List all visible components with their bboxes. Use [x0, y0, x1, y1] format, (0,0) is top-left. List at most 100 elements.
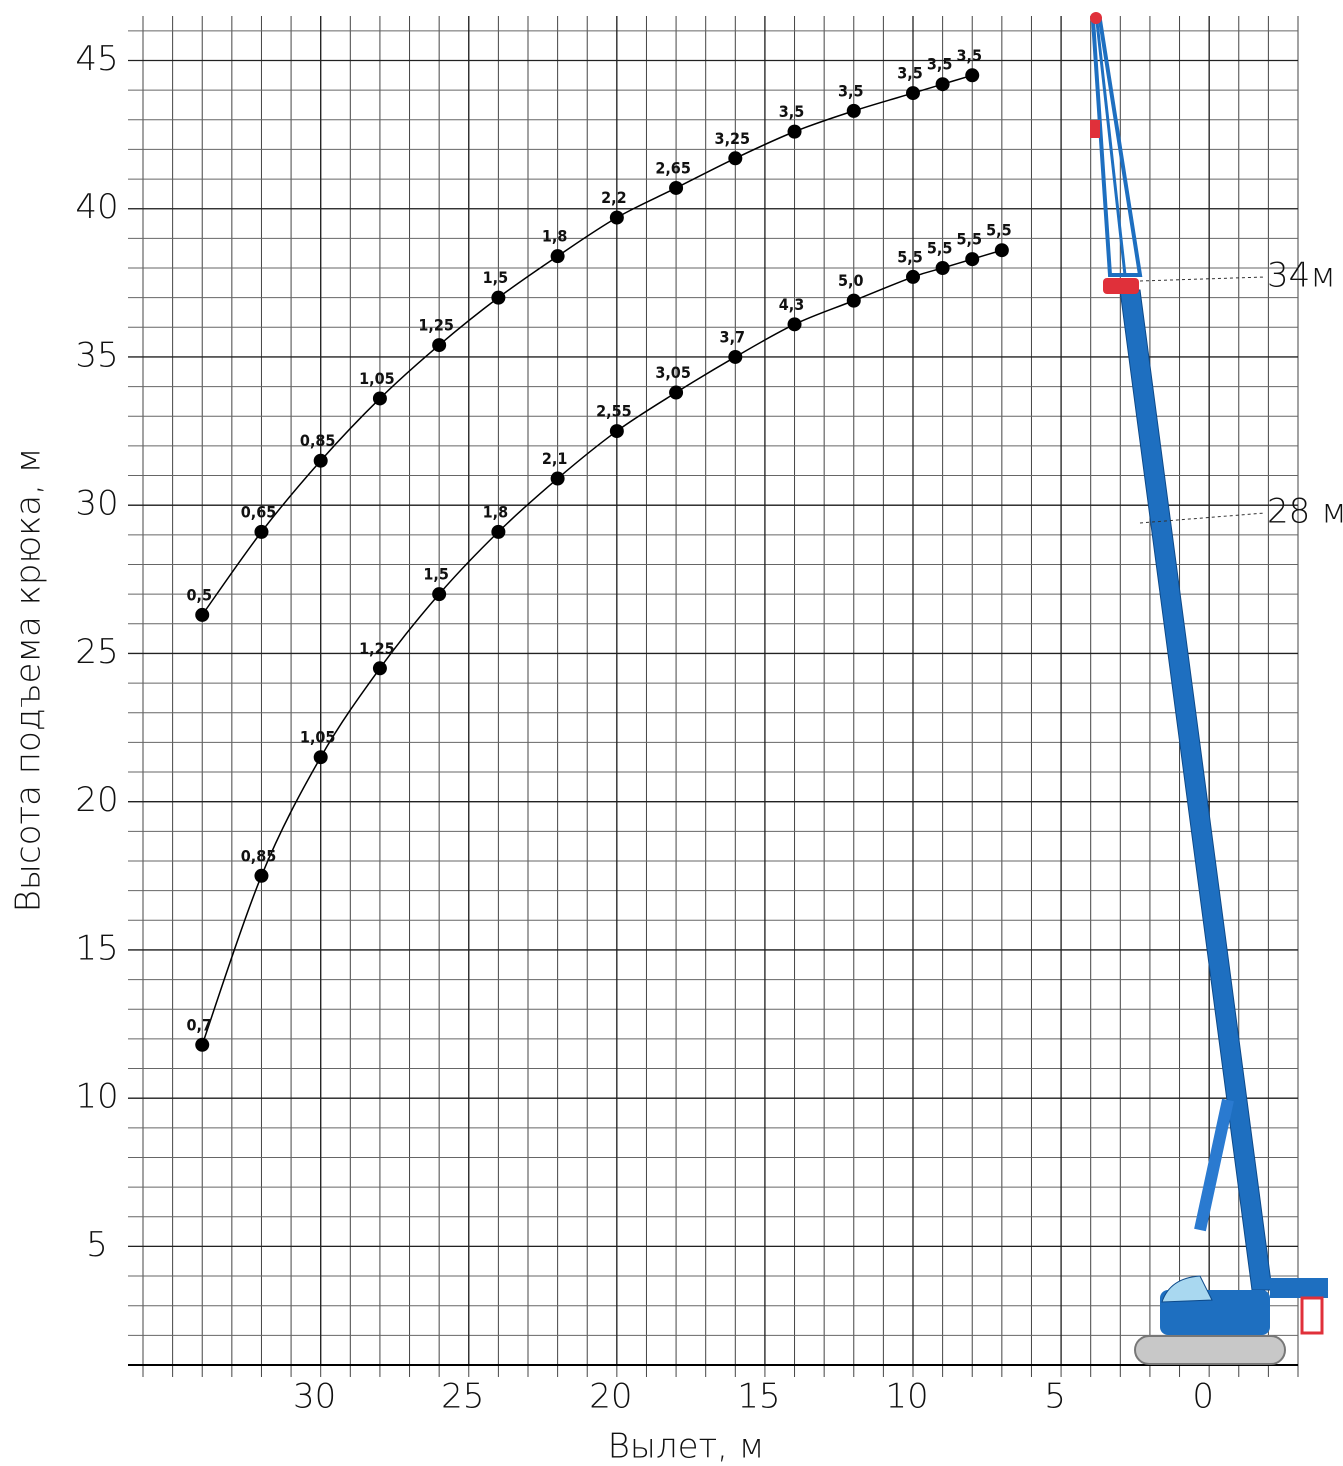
data-point — [935, 261, 950, 276]
point-label: 1,8 — [542, 227, 568, 246]
point-label: 3,05 — [655, 363, 691, 382]
point-label: 1,25 — [359, 639, 395, 658]
y-tick-label: 35 — [75, 335, 118, 375]
data-point — [550, 249, 565, 264]
point-label: 5,5 — [927, 239, 953, 258]
point-label: 2,65 — [655, 158, 691, 177]
y-tick-label: 45 — [75, 39, 118, 79]
y-tick-label: 10 — [75, 1077, 118, 1117]
plot: 0,50,650,851,051,251,51,82,22,653,253,53… — [186, 46, 1343, 1052]
data-point — [965, 252, 980, 267]
data-point — [195, 607, 210, 622]
point-label: 1,5 — [423, 565, 449, 584]
data-point — [935, 77, 950, 92]
y-tick-label: 15 — [75, 928, 118, 968]
point-label: 3,25 — [715, 129, 751, 148]
x-tick-label: 5 — [1044, 1377, 1066, 1417]
data-point — [432, 338, 447, 353]
data-point — [669, 180, 684, 195]
data-point — [728, 349, 743, 364]
point-label: 2,2 — [601, 188, 627, 207]
series-label: 34м — [1267, 256, 1336, 296]
jib-lattice — [1095, 21, 1127, 276]
y-tick-label: 5 — [86, 1225, 108, 1265]
data-point — [669, 385, 684, 400]
grid — [128, 16, 1299, 1377]
y-axis-title: Высота подъема крюка, м — [9, 448, 49, 913]
data-point — [372, 661, 387, 676]
data-point — [965, 68, 980, 83]
point-label: 3,5 — [897, 64, 923, 83]
data-point — [254, 868, 269, 883]
data-point — [846, 293, 861, 308]
y-tick-label: 20 — [75, 780, 118, 820]
point-label: 1,05 — [359, 369, 395, 388]
point-label: 2,1 — [542, 449, 568, 468]
point-label: 0,65 — [241, 502, 277, 521]
point-label: 3,5 — [927, 55, 953, 74]
data-point — [254, 524, 269, 539]
point-label: 3,5 — [956, 46, 982, 65]
x-tick-label: 10 — [885, 1377, 928, 1417]
point-label: 1,25 — [418, 316, 454, 335]
y-tick-label: 40 — [75, 187, 118, 227]
data-point — [195, 1037, 210, 1052]
y-tick-label: 30 — [75, 484, 118, 524]
series-line — [201, 249, 1003, 1046]
data-point — [432, 587, 447, 602]
point-label: 1,8 — [483, 502, 509, 521]
y-tick-label: 25 — [75, 632, 118, 672]
point-label: 5,0 — [838, 271, 864, 290]
data-point — [906, 86, 920, 101]
counterweight — [1270, 1278, 1328, 1298]
data-point — [609, 210, 624, 225]
x-tick-label: 20 — [589, 1377, 632, 1417]
data-point — [728, 151, 743, 166]
x-tick-label: 25 — [441, 1377, 484, 1417]
point-label: 3,5 — [838, 81, 864, 100]
boom-cylinder — [1194, 1098, 1234, 1232]
series-label: 28 м — [1267, 492, 1343, 532]
point-label: 0,5 — [186, 585, 212, 604]
data-point — [372, 391, 387, 406]
point-label: 5,5 — [897, 247, 923, 266]
point-label: 3,7 — [720, 327, 746, 346]
point-label: 1,5 — [483, 268, 509, 287]
x-axis-title: Вылет, м — [608, 1427, 765, 1466]
outrigger — [1300, 1296, 1324, 1335]
data-point — [491, 524, 506, 539]
boom — [1119, 289, 1273, 1291]
data-point — [787, 317, 802, 332]
cab-window — [1161, 1275, 1213, 1303]
point-label: 0,7 — [186, 1015, 212, 1034]
x-tick-label: 15 — [737, 1377, 780, 1417]
point-label: 5,5 — [956, 230, 982, 249]
jib-head — [1090, 12, 1102, 24]
point-label: 0,85 — [241, 846, 277, 865]
data-point — [994, 243, 1009, 258]
x-tick-label: 30 — [293, 1377, 336, 1417]
data-point — [846, 103, 861, 118]
point-label: 1,05 — [300, 728, 336, 747]
x-tick-label: 0 — [1192, 1377, 1214, 1417]
data-point — [550, 471, 565, 486]
data-point — [906, 269, 920, 284]
crane-illustration — [1090, 12, 1328, 1365]
crawler-track — [1134, 1335, 1286, 1365]
hook — [1090, 120, 1100, 138]
point-label: 0,85 — [300, 431, 336, 450]
point-label: 2,55 — [596, 402, 632, 421]
data-point — [491, 290, 506, 305]
data-point — [313, 453, 328, 468]
leader-line — [1139, 512, 1266, 524]
data-point — [609, 424, 624, 439]
data-point — [787, 124, 802, 139]
boom-head — [1103, 278, 1139, 294]
point-label: 3,5 — [779, 102, 805, 121]
point-label: 4,3 — [779, 295, 805, 314]
data-point — [313, 750, 328, 765]
leader-line — [1139, 276, 1266, 282]
point-label: 5,5 — [986, 221, 1012, 240]
